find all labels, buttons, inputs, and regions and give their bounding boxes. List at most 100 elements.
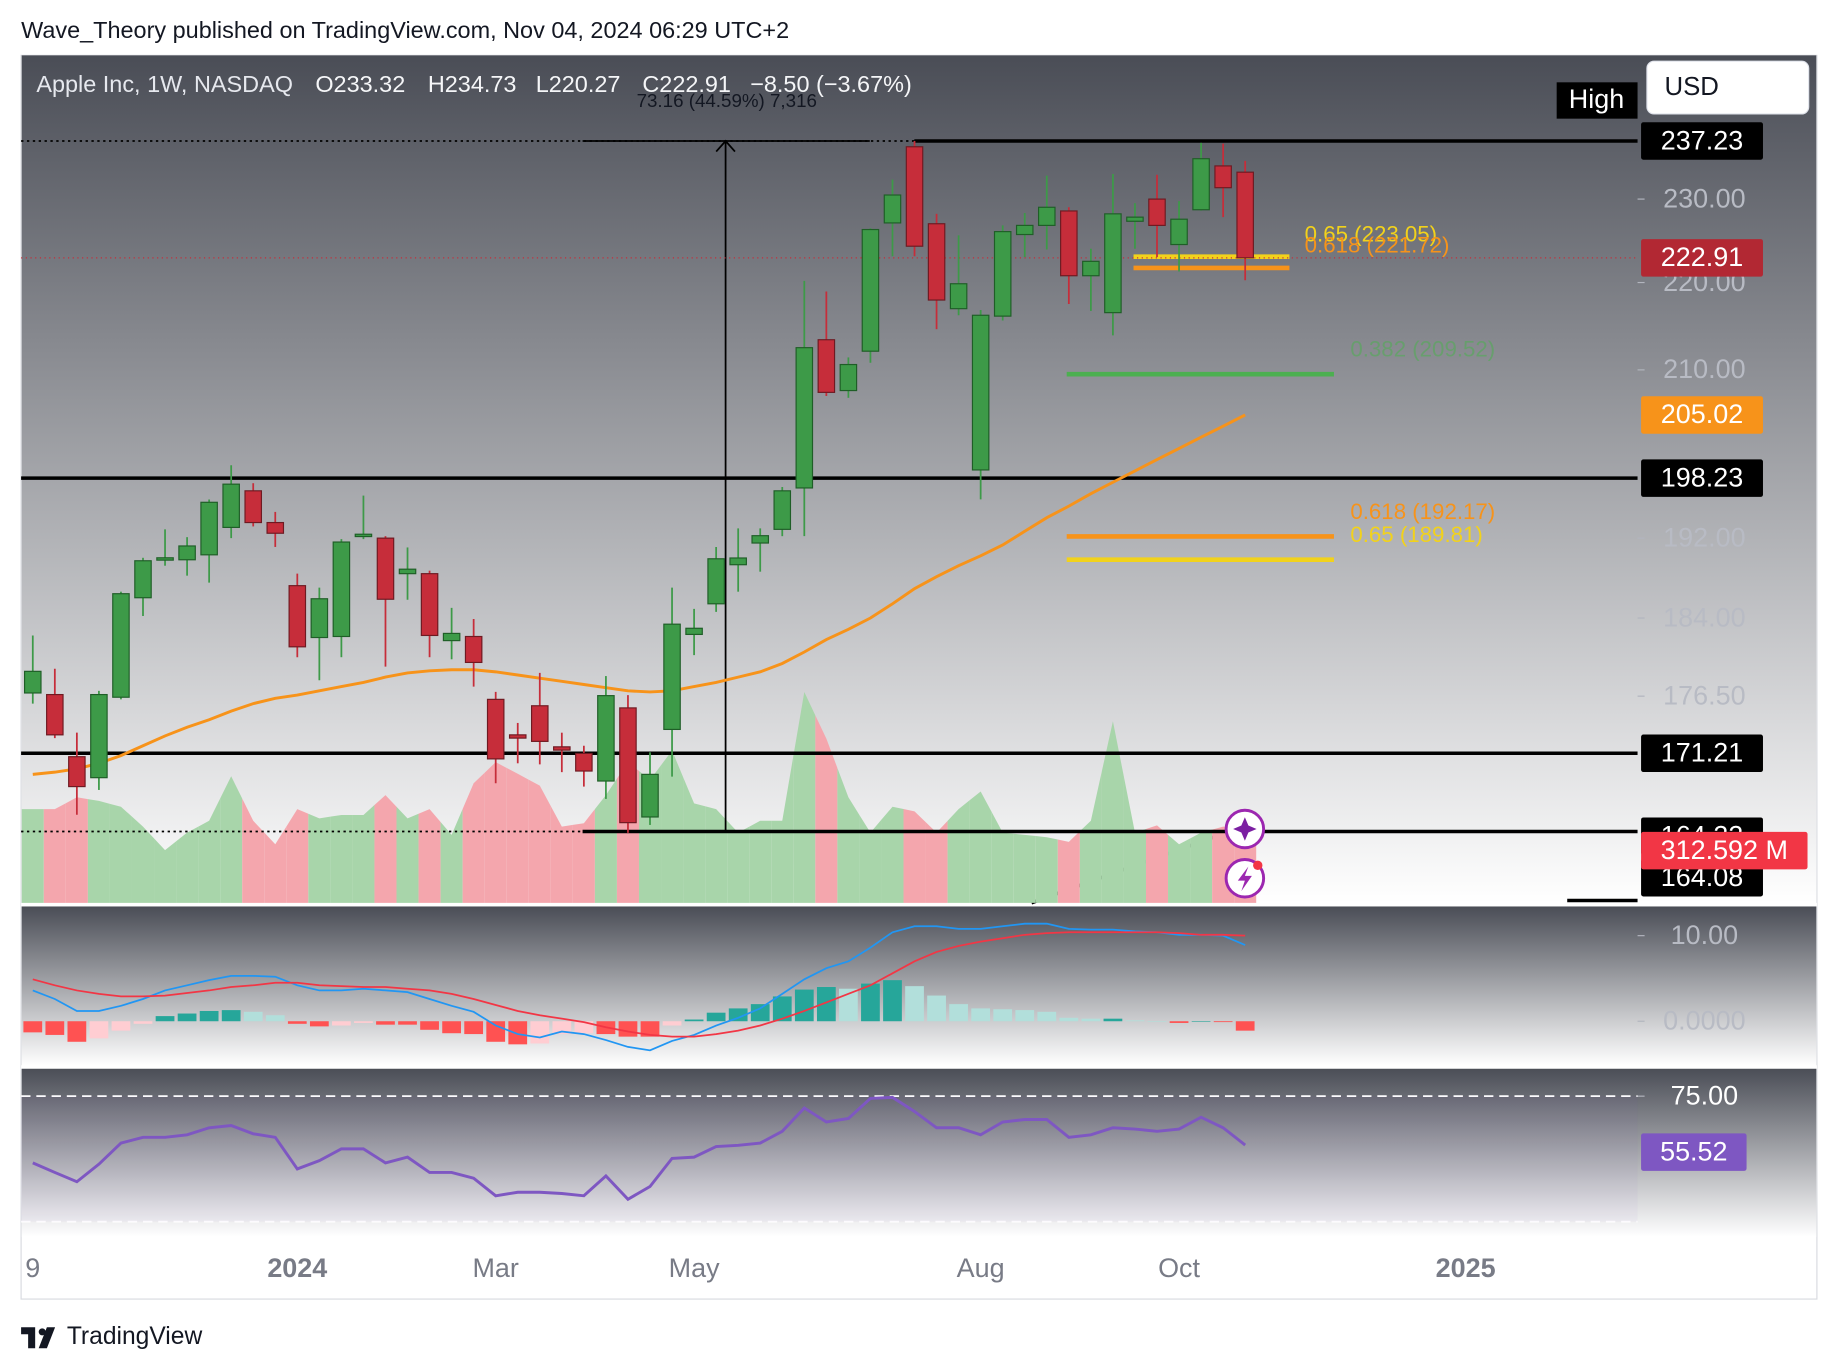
volume-area [859, 814, 882, 903]
candle-body [530, 705, 549, 742]
macd-histogram-bar [618, 1021, 638, 1037]
candle-body [751, 535, 770, 544]
volume-area [1145, 825, 1169, 903]
candle-body [288, 585, 307, 648]
candle-body [1015, 224, 1034, 236]
volume-area [242, 798, 265, 903]
macd-histogram-bar [155, 1016, 175, 1022]
rsi-line [32, 1095, 1247, 1202]
candle-body [641, 773, 659, 818]
macd-histogram-bar [177, 1013, 197, 1022]
candle-body [1060, 210, 1078, 277]
macd-histogram-bar [949, 1004, 968, 1022]
candle-body [464, 635, 483, 664]
macd-histogram-bar [243, 1011, 263, 1022]
candle-body [1214, 165, 1232, 189]
candle-body [244, 490, 263, 524]
candle-body [222, 483, 240, 528]
volume-area [484, 762, 507, 903]
volume-area [793, 691, 816, 903]
candle-body [1170, 218, 1188, 246]
volume-area [109, 803, 132, 903]
volume-area [352, 805, 375, 903]
volume-area [881, 806, 904, 903]
macd-histogram-bar [420, 1021, 439, 1030]
volume-area [594, 778, 617, 903]
fib-label: 0.65 (223.05) [1305, 221, 1437, 246]
candle-body [376, 537, 395, 600]
logo-mark [21, 1327, 56, 1349]
volume-area [506, 767, 529, 903]
y-tick-label: 192.00 [1663, 522, 1745, 552]
currency-button[interactable] [1646, 60, 1810, 115]
candle-body [575, 752, 593, 772]
volume-area [661, 750, 684, 903]
price-tag-bg [1641, 396, 1763, 434]
volume-area [87, 799, 110, 903]
macd-histogram-bar [1081, 1018, 1101, 1022]
measure-arrowhead [715, 139, 736, 153]
macd-histogram-bar [464, 1021, 484, 1035]
price-tag-bg [1641, 831, 1808, 870]
macd-histogram-bar [287, 1021, 307, 1024]
macd-histogram-bar [861, 983, 880, 1022]
macd-histogram-bar [442, 1021, 461, 1034]
bolt-glyph [1237, 866, 1252, 892]
macd-histogram-bar [1059, 1017, 1079, 1022]
volume-area [330, 814, 353, 903]
price-tag: 198.23 [1661, 462, 1743, 492]
macd-histogram-bar [1147, 1021, 1167, 1022]
logo [21, 1327, 56, 1349]
volume-area [991, 812, 1014, 903]
high-label: High [1569, 84, 1624, 114]
macd-histogram-bar [1103, 1018, 1123, 1022]
volume-area [1013, 833, 1036, 903]
volume-area [969, 791, 992, 903]
volume-area [462, 772, 485, 903]
ohlc-value: O233.32 [315, 71, 405, 97]
volume-area [749, 820, 772, 903]
fib-label: 0.382 (209.52) [1350, 337, 1495, 362]
footer-brand: TradingView [67, 1323, 203, 1350]
macd-histogram-bar [750, 1004, 770, 1022]
volume-area [176, 826, 199, 903]
candle-body [354, 533, 373, 538]
volume-area [198, 798, 221, 903]
volume-area [550, 806, 573, 903]
volume-area [837, 767, 860, 903]
macd-histogram-bar [794, 989, 814, 1022]
volume-area [705, 806, 728, 903]
volume-area [440, 809, 463, 903]
candle-body [508, 734, 527, 739]
macd-histogram-bar [354, 1021, 373, 1023]
candle-body [442, 632, 461, 642]
volume-area [65, 797, 88, 903]
moving-average [32, 413, 1246, 776]
macd-histogram-bar [376, 1021, 395, 1025]
volume-area [131, 816, 155, 903]
candle-body [23, 670, 42, 694]
volume-area [1035, 836, 1058, 903]
volume-area [21, 809, 44, 903]
macd-histogram-bar [199, 1010, 219, 1022]
logo-dot [38, 1328, 46, 1336]
price-tag-bg [1641, 459, 1763, 497]
x-tick-label: 2024 [267, 1253, 327, 1283]
y-tick-label: 75.00 [1671, 1080, 1738, 1110]
volume-area [528, 779, 551, 903]
macd-histogram-bar [971, 1008, 991, 1022]
volume-area [1079, 771, 1102, 903]
candle-body [685, 627, 703, 636]
macd-histogram-bar [265, 1015, 285, 1022]
x-tick-label: 9 [25, 1253, 40, 1283]
macd-histogram-bar [221, 1010, 241, 1022]
volume-area [43, 803, 66, 903]
candle-body [993, 231, 1012, 317]
volume-area [1190, 829, 1213, 903]
currency-label: USD [1665, 73, 1719, 101]
candle-body [1148, 198, 1166, 226]
candle-body [156, 557, 174, 561]
candle-body [1082, 260, 1100, 277]
ohlc-value: L220.27 [536, 71, 621, 97]
